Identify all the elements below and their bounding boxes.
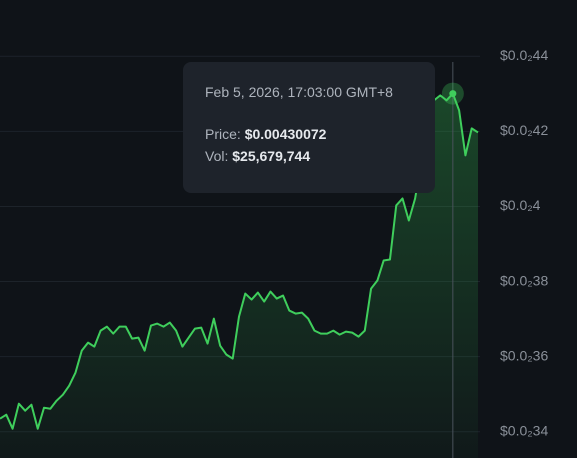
y-tick-label: $0.0₂34 xyxy=(500,422,548,438)
hover-point xyxy=(449,90,457,98)
area xyxy=(0,93,478,458)
y-tick-label: $0.0₂4 xyxy=(500,197,541,213)
tooltip-price: Price: $0.00430072 xyxy=(205,126,435,142)
y-tick-label: $0.0₂36 xyxy=(500,347,548,363)
y-tick-label: $0.0₂38 xyxy=(500,272,548,288)
tooltip-date: Feb 5, 2026, 17:03:00 GMT+8 xyxy=(205,84,393,100)
price-line xyxy=(0,92,479,430)
y-tick-label: $0.0₂42 xyxy=(500,122,548,138)
tooltip: Feb 5, 2026, 17:03:00 GMT+8 Price: $0.00… xyxy=(183,62,435,193)
vol-value: $25,679,744 xyxy=(232,148,311,164)
price-value: $0.00430072 xyxy=(244,126,327,142)
vol-label: Vol: xyxy=(205,148,229,164)
price-label: Price: xyxy=(205,126,241,142)
tooltip-vol: Vol: $25,679,744 xyxy=(205,148,435,164)
y-tick-label: $0.0₂44 xyxy=(500,47,548,63)
